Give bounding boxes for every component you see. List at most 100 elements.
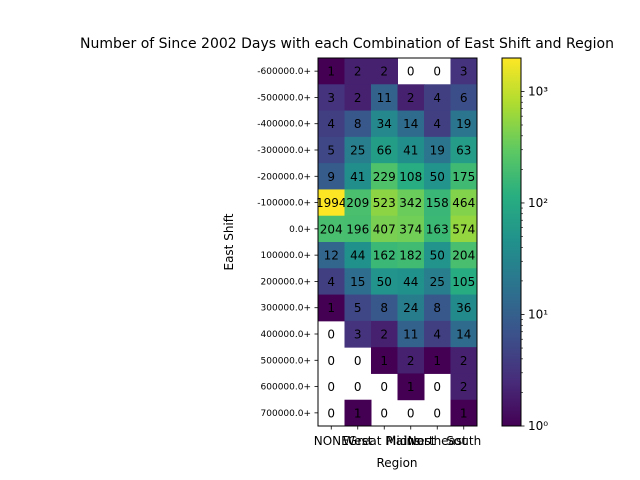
cell-value-label: 2 — [407, 354, 415, 368]
cell-value-label: 4 — [433, 328, 441, 342]
cell-value-label: 1 — [354, 406, 362, 420]
heatmap-cell — [397, 136, 425, 164]
cell-value-label: 11 — [403, 328, 418, 342]
heatmap-cell — [344, 215, 372, 243]
heatmap-cell — [397, 320, 425, 348]
cell-value-label: 105 — [452, 275, 475, 289]
heatmap-cell — [424, 294, 451, 322]
heatmap-cell — [424, 136, 451, 164]
cell-value-label: 44 — [350, 249, 365, 263]
heatmap-cell — [424, 189, 451, 217]
heatmap-cell — [318, 136, 345, 164]
cell-value-label: 11 — [377, 91, 392, 105]
cell-value-label: 374 — [399, 222, 422, 236]
heatmap-cell — [450, 320, 478, 348]
y-tick-label: 300000.0+ — [261, 304, 311, 314]
y-tick-label: 600000.0+ — [261, 383, 311, 393]
cell-value-label: 63 — [456, 144, 471, 158]
x-axis-label: Region — [376, 456, 417, 470]
cell-value-label: 158 — [426, 196, 449, 210]
heatmap-cell — [318, 268, 345, 296]
heatmap-cell — [344, 110, 372, 138]
heatmap-cells: 1 2 2 0 0 33 2 11 2 4 64 8 34 14 4 195 25 66 41 19 639 41 229 1… — [316, 58, 478, 427]
cell-value-label: 25 — [350, 144, 365, 158]
cell-value-label: 1 — [460, 406, 468, 420]
cell-value-label: 15 — [350, 275, 365, 289]
cell-value-label: 0 — [380, 406, 388, 420]
heatmap-cell — [450, 373, 478, 401]
cell-value-label: 50 — [377, 275, 392, 289]
cell-value-label: 1 — [407, 380, 415, 394]
y-tick-label: -400000.0+ — [257, 120, 311, 130]
cell-value-label: 1994 — [316, 196, 347, 210]
cell-value-label: 4 — [327, 275, 335, 289]
cell-value-label: 1 — [433, 354, 441, 368]
heatmap-cell — [371, 136, 398, 164]
y-axis-label: East Shift — [222, 213, 236, 270]
cell-value-label: 209 — [346, 196, 369, 210]
heatmap-cell — [371, 347, 398, 374]
cell-value-label: 0 — [327, 354, 335, 368]
heatmap-cell — [318, 58, 345, 85]
cell-value-label: 407 — [373, 222, 396, 236]
heatmap-cell — [397, 189, 425, 217]
cell-value-label: 2 — [380, 328, 388, 342]
heatmap-cell — [318, 110, 345, 138]
x-tick-label: South — [446, 434, 481, 448]
y-tick-label: 100000.0+ — [261, 251, 311, 261]
cell-value-label: 8 — [433, 301, 441, 315]
heatmap-cell — [318, 189, 345, 217]
cell-value-label: 0 — [327, 380, 335, 394]
cell-value-label: 108 — [399, 170, 422, 184]
cell-value-label: 4 — [327, 117, 335, 131]
cell-value-label: 9 — [327, 170, 335, 184]
cell-value-label: 3 — [354, 328, 362, 342]
heatmap-cell — [450, 84, 478, 112]
cell-value-label: 523 — [373, 196, 396, 210]
cell-value-label: 25 — [430, 275, 445, 289]
cell-value-label: 0 — [433, 380, 441, 394]
cell-value-label: 0 — [380, 380, 388, 394]
cell-value-label: 50 — [430, 249, 445, 263]
y-tick-label: -200000.0+ — [257, 172, 311, 182]
cell-value-label: 2 — [354, 91, 362, 105]
y-tick-label: -500000.0+ — [257, 93, 311, 103]
cell-value-label: 229 — [373, 170, 396, 184]
cell-value-label: 0 — [407, 65, 415, 79]
plot-frame — [317, 57, 478, 427]
heatmap-cell — [318, 84, 345, 112]
cell-value-label: 50 — [430, 170, 445, 184]
heatmap-cell — [450, 215, 478, 243]
cell-value-label: 34 — [377, 117, 392, 131]
cell-value-label: 3 — [327, 91, 335, 105]
colorbar-tick-label: 10¹ — [528, 307, 548, 321]
cell-value-label: 464 — [452, 196, 475, 210]
heatmap-cell — [344, 399, 372, 427]
heatmap-cell — [450, 399, 478, 427]
heatmap-cell — [450, 268, 478, 296]
cell-value-label: 14 — [456, 328, 471, 342]
heatmap-cell — [318, 294, 345, 322]
heatmap-cell — [450, 110, 478, 138]
heatmap-cell — [397, 347, 425, 374]
colorbar-tick-label: 10² — [528, 196, 548, 210]
heatmap-cell — [371, 215, 398, 243]
heatmap-cell — [450, 58, 478, 85]
heatmap-cell — [424, 110, 451, 138]
heatmap-cell — [371, 294, 398, 322]
cell-value-label: 19 — [456, 117, 471, 131]
heatmap-cell — [344, 84, 372, 112]
heatmap-cell — [397, 268, 425, 296]
y-tick-label: 500000.0+ — [261, 356, 311, 366]
heatmap-cell — [344, 136, 372, 164]
y-tick-label: 400000.0+ — [261, 330, 311, 340]
cell-value-label: 12 — [324, 249, 339, 263]
x-tick-label: Northeast — [408, 434, 468, 448]
heatmap-cell — [344, 242, 372, 269]
cell-value-label: 8 — [380, 301, 388, 315]
chart-title: Number of Since 2002 Days with each Comb… — [80, 36, 614, 52]
cell-value-label: 19 — [430, 144, 445, 158]
cell-value-label: 2 — [380, 65, 388, 79]
y-tick-label: -100000.0+ — [257, 199, 311, 209]
